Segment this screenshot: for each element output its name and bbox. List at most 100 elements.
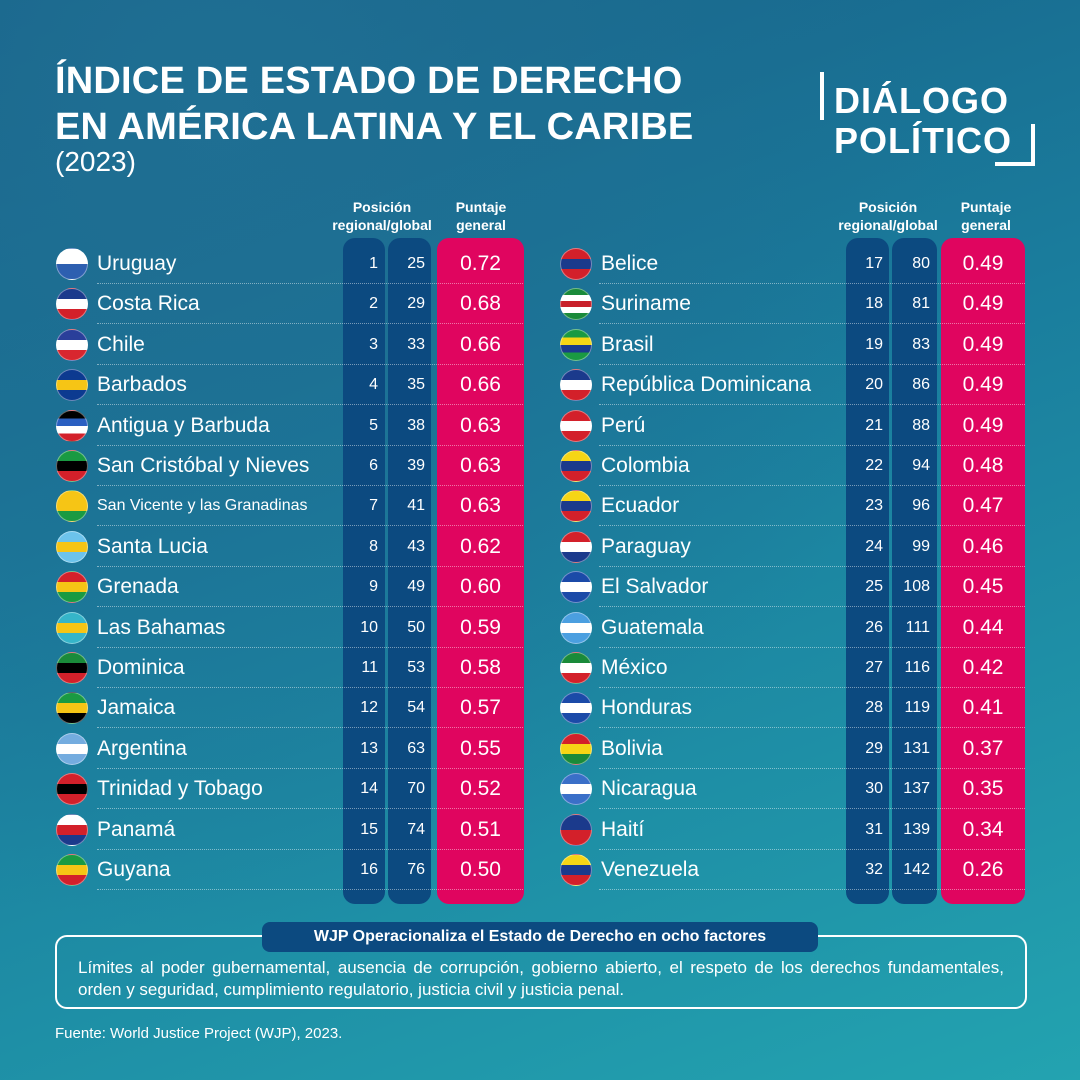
country-flag-icon bbox=[56, 450, 88, 482]
regional-column-left bbox=[343, 238, 385, 904]
table-row: Trinidad y Tobago bbox=[56, 769, 263, 809]
regional-position: 1 bbox=[369, 255, 378, 272]
regional-position: 19 bbox=[865, 335, 883, 353]
row-divider bbox=[599, 323, 1025, 325]
global-position: 131 bbox=[903, 739, 930, 757]
overall-score: 0.51 bbox=[460, 817, 501, 841]
score-column-right bbox=[941, 238, 1025, 904]
table-row: Las Bahamas bbox=[56, 608, 225, 648]
country-flag-icon bbox=[56, 328, 88, 361]
table-row: Panamá bbox=[56, 810, 175, 850]
year-label: (2023) bbox=[55, 146, 136, 177]
regional-position: 14 bbox=[360, 780, 378, 798]
row-divider bbox=[97, 485, 523, 486]
country-flag-icon bbox=[560, 369, 592, 402]
global-position: 54 bbox=[407, 699, 425, 717]
global-position: 139 bbox=[903, 820, 930, 838]
country-name: Venezuela bbox=[601, 858, 700, 881]
global-position: 35 bbox=[407, 376, 425, 394]
country-name: Grenada bbox=[97, 575, 179, 599]
regional-position: 2 bbox=[369, 295, 378, 313]
global-position: 111 bbox=[905, 618, 930, 636]
country-name: Barbados bbox=[97, 373, 187, 397]
row-divider bbox=[599, 889, 1025, 890]
global-position: 63 bbox=[407, 739, 425, 757]
country-flag-icon bbox=[56, 732, 88, 765]
regional-position: 22 bbox=[865, 457, 883, 474]
row-divider bbox=[97, 687, 523, 688]
table-row: Argentina bbox=[56, 729, 187, 769]
global-position: 86 bbox=[912, 376, 930, 394]
table-row: Paraguay bbox=[560, 527, 691, 567]
regional-position: 17 bbox=[865, 255, 883, 272]
row-divider bbox=[97, 646, 523, 648]
global-position: 53 bbox=[407, 659, 425, 676]
regional-position: 7 bbox=[369, 497, 378, 515]
table-row: Barbados bbox=[56, 365, 187, 405]
score-column-left bbox=[437, 238, 524, 904]
regional-position: 30 bbox=[865, 780, 883, 798]
regional-position: 6 bbox=[369, 457, 378, 474]
global-position: 116 bbox=[904, 659, 930, 676]
country-flag-icon bbox=[56, 652, 88, 684]
country-flag-icon bbox=[560, 692, 592, 725]
global-column-left bbox=[388, 238, 431, 904]
country-name: Brasil bbox=[601, 332, 654, 356]
table-row: México bbox=[560, 648, 668, 688]
regional-column-right bbox=[846, 238, 889, 904]
country-flag-icon bbox=[560, 490, 592, 523]
global-column-right bbox=[892, 238, 937, 904]
country-name: Uruguay bbox=[97, 252, 177, 275]
row-divider bbox=[599, 283, 1025, 284]
overall-score: 0.35 bbox=[962, 777, 1004, 801]
table-row: Chile bbox=[56, 325, 145, 365]
country-name: Ecuador bbox=[601, 494, 680, 518]
overall-score: 0.48 bbox=[962, 454, 1004, 477]
country-name: San Vicente y las Granadinas bbox=[97, 497, 308, 515]
table-row: Costa Rica bbox=[56, 284, 200, 324]
table-row: San Vicente y las Granadinas bbox=[56, 486, 308, 526]
table-row: Antigua y Barbuda bbox=[56, 406, 270, 446]
global-position: 96 bbox=[912, 497, 930, 515]
row-divider bbox=[97, 848, 523, 850]
row-divider bbox=[97, 444, 523, 446]
global-position: 76 bbox=[407, 861, 425, 878]
regional-position: 29 bbox=[865, 739, 883, 757]
global-position: 39 bbox=[407, 457, 425, 474]
global-position: 94 bbox=[912, 457, 930, 474]
regional-position: 25 bbox=[865, 578, 883, 596]
global-position: 81 bbox=[912, 295, 930, 313]
row-divider bbox=[97, 363, 523, 365]
regional-position: 16 bbox=[360, 861, 378, 878]
country-flag-icon bbox=[560, 248, 592, 280]
row-divider bbox=[599, 727, 1025, 729]
table-row: Brasil bbox=[560, 325, 654, 365]
table-row: Honduras bbox=[560, 688, 692, 728]
country-name: Dominica bbox=[97, 656, 185, 679]
country-flag-icon bbox=[560, 409, 592, 442]
regional-position: 18 bbox=[865, 295, 883, 313]
country-flag-icon bbox=[560, 854, 592, 886]
global-position: 50 bbox=[407, 618, 425, 636]
regional-position: 11 bbox=[361, 659, 378, 676]
country-flag-icon bbox=[560, 773, 592, 806]
country-name: Panamá bbox=[97, 817, 176, 841]
global-position: 83 bbox=[912, 335, 930, 353]
row-divider bbox=[599, 565, 1025, 567]
country-name: Suriname bbox=[601, 292, 691, 316]
overall-score: 0.57 bbox=[460, 696, 501, 720]
row-divider bbox=[599, 363, 1025, 365]
country-flag-icon bbox=[560, 288, 592, 321]
country-name: Trinidad y Tobago bbox=[97, 777, 263, 801]
country-flag-icon bbox=[56, 854, 88, 886]
row-divider bbox=[97, 404, 523, 406]
overall-score: 0.26 bbox=[962, 858, 1004, 881]
overall-score: 0.50 bbox=[460, 858, 501, 881]
country-name: San Cristóbal y Nieves bbox=[97, 454, 310, 477]
global-position: 137 bbox=[903, 780, 930, 798]
table-row: Suriname bbox=[560, 284, 691, 324]
row-divider bbox=[599, 404, 1025, 406]
factors-title: WJP Operacionaliza el Estado de Derecho … bbox=[262, 922, 818, 952]
overall-score: 0.47 bbox=[962, 494, 1004, 518]
overall-score: 0.49 bbox=[962, 252, 1004, 275]
